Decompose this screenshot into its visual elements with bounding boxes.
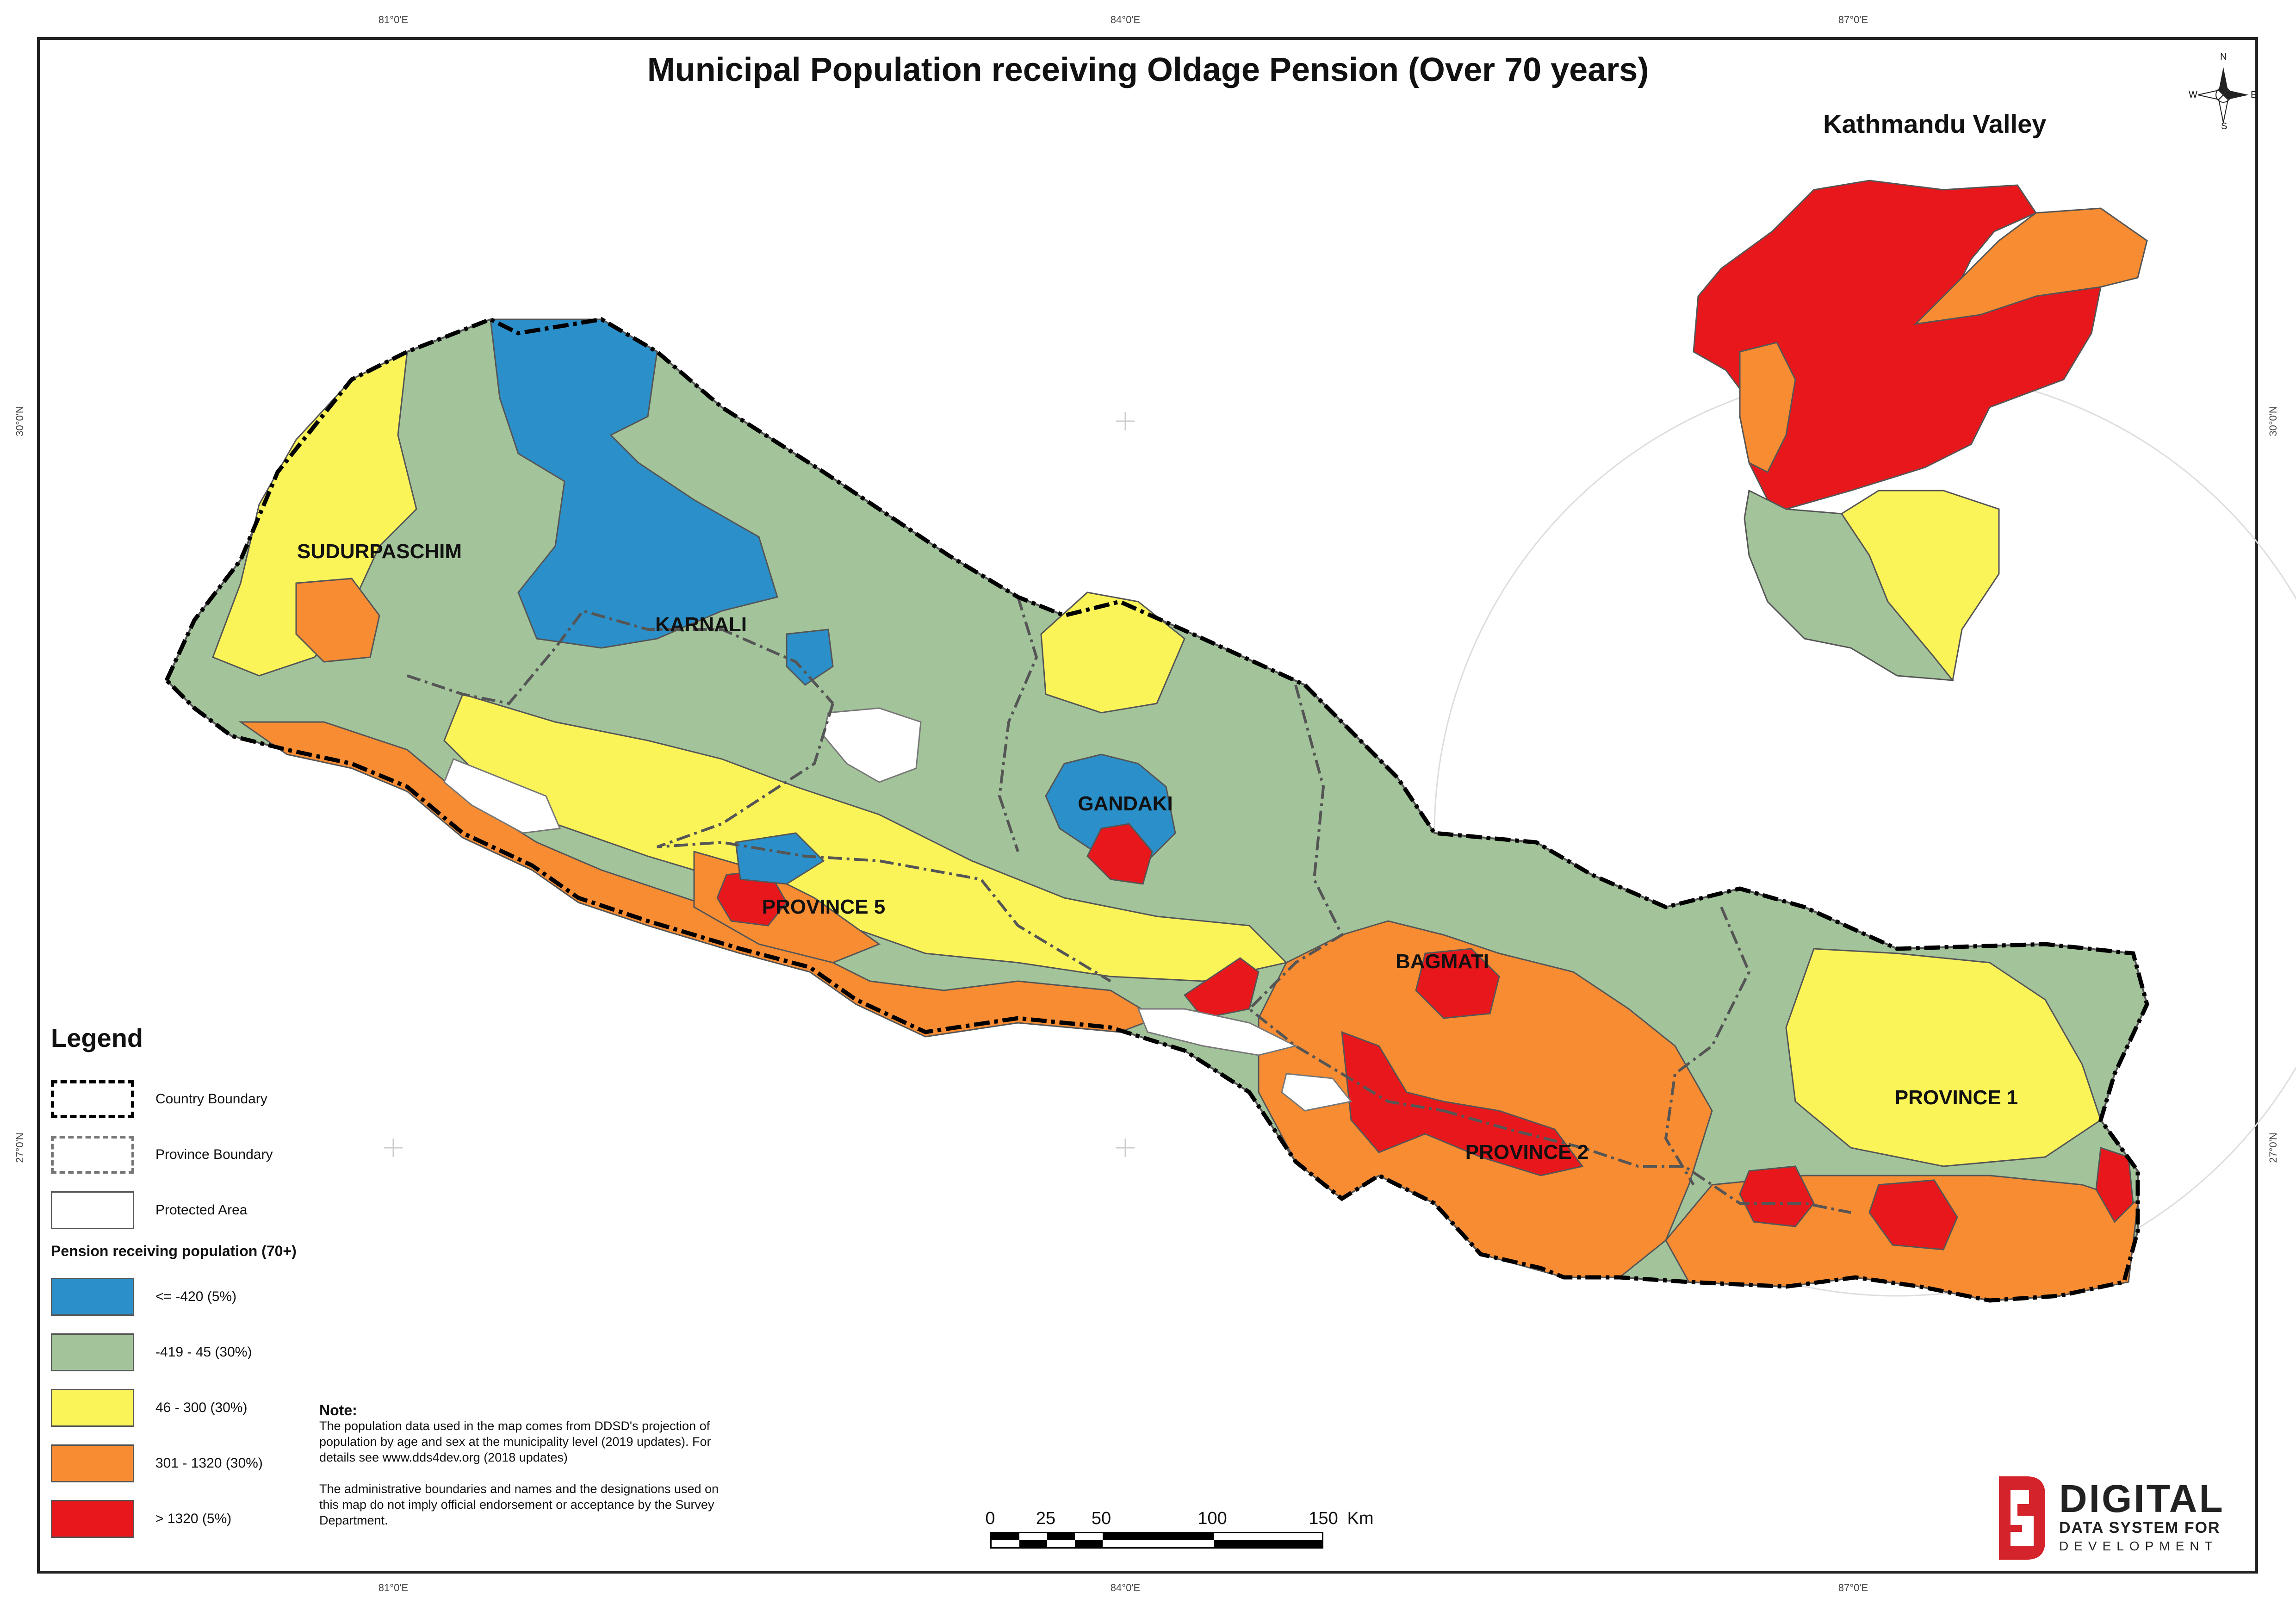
legend-swatch-class-1 bbox=[51, 1278, 134, 1316]
protected-area-chitwan bbox=[1137, 1008, 1298, 1056]
province1-red-east bbox=[1868, 1179, 1958, 1251]
inset-yellow bbox=[1840, 490, 2000, 682]
legend-label-country-boundary: Country Boundary bbox=[155, 1091, 267, 1107]
grid-label-top-84e: 84°0'E bbox=[1110, 14, 1141, 25]
inset-orange-ne bbox=[1913, 207, 2148, 325]
map-title: Municipal Population receiving Oldage Pe… bbox=[647, 51, 1649, 88]
legend-swatch-class-4 bbox=[51, 1444, 134, 1482]
grid-label-top-81e: 81°0'E bbox=[378, 14, 409, 25]
scale-bar-graphic bbox=[990, 1532, 1323, 1549]
inset-title: Kathmandu Valley bbox=[1823, 109, 2047, 138]
province1-yellow bbox=[1785, 948, 2102, 1167]
legend-swatch-country-boundary bbox=[51, 1080, 134, 1118]
scale-bar: 0 25 50 100 150 Km bbox=[985, 1509, 1374, 1549]
province-boundaries bbox=[407, 597, 1851, 1214]
compass-west: W bbox=[2189, 90, 2197, 100]
protected-area-dhorpatan bbox=[823, 707, 922, 783]
legend-row-class-4: 301 - 1320 (30%) bbox=[51, 1436, 467, 1491]
legend-label-class-1: <= -420 (5%) bbox=[155, 1289, 237, 1304]
region-label-province-1: PROVINCE 1 bbox=[1894, 1086, 2018, 1109]
legend-row-class-5: > 1320 (5%) bbox=[51, 1491, 467, 1547]
scale-unit: Km bbox=[1347, 1509, 1374, 1528]
north-arrow: N S W E bbox=[2189, 51, 2258, 131]
inset-orange-w bbox=[1739, 342, 1796, 473]
legend-row-class-3: 46 - 300 (30%) bbox=[51, 1380, 467, 1436]
compass-south: S bbox=[2221, 121, 2228, 131]
region-label-sudurpaschim: SUDURPASCHIM bbox=[297, 540, 462, 563]
legend-swatch-class-2 bbox=[51, 1333, 134, 1371]
protected-area-parsa bbox=[1281, 1073, 1353, 1112]
legend-row-province-boundary: Province Boundary bbox=[51, 1127, 467, 1182]
dds-logo-icon bbox=[1999, 1476, 2045, 1560]
region-label-karnali: KARNALI bbox=[655, 613, 747, 636]
legend-row-class-1: <= -420 (5%) bbox=[51, 1269, 467, 1325]
map-note: Note: The population data used in the ma… bbox=[319, 1402, 736, 1544]
legend-row-country-boundary: Country Boundary bbox=[51, 1071, 467, 1127]
inset-red bbox=[1693, 180, 2102, 510]
legend-label-province-boundary: Province Boundary bbox=[155, 1147, 273, 1162]
note-paragraph-data-source: The population data used in the map come… bbox=[319, 1419, 711, 1464]
province2-red bbox=[1341, 1031, 1584, 1176]
grid-label-bottom-84e: 84°0'E bbox=[1110, 1582, 1141, 1593]
compass-north: N bbox=[2220, 52, 2227, 62]
karnali-blue-cluster bbox=[490, 318, 778, 649]
kathmandu-valley-inset bbox=[1693, 180, 2148, 682]
grid-label-bottom-87e: 87°0'E bbox=[1838, 1582, 1868, 1593]
legend-row-protected-area: Protected Area bbox=[51, 1182, 467, 1238]
protected-area-shuklaphanta bbox=[443, 758, 561, 834]
legend-swatch-province-boundary bbox=[51, 1136, 134, 1174]
compass-rose-icon bbox=[2197, 67, 2249, 123]
scale-tick-150: 150 bbox=[1309, 1509, 1338, 1528]
legend-label-class-5: > 1320 (5%) bbox=[155, 1511, 232, 1526]
province1-red-border bbox=[2095, 1146, 2134, 1223]
logo-line-2: DATA SYSTEM FOR bbox=[2059, 1519, 2221, 1537]
karnali-blue-east bbox=[786, 628, 834, 686]
province5-blue bbox=[735, 832, 825, 885]
legend-label-class-2: -419 - 45 (30%) bbox=[155, 1344, 252, 1360]
legend-row-class-2: -419 - 45 (30%) bbox=[51, 1325, 467, 1380]
legend-title: Legend bbox=[51, 1023, 143, 1052]
gandaki-red bbox=[1086, 823, 1153, 885]
scale-tick-0: 0 bbox=[985, 1509, 995, 1528]
legend-classes-title: Pension receiving population (70+) bbox=[51, 1243, 297, 1259]
gandaki-yellow bbox=[1040, 591, 1185, 714]
note-paragraph-disclaimer: The administrative boundaries and names … bbox=[319, 1482, 719, 1527]
grid-label-top-87e: 87°0'E bbox=[1838, 14, 1868, 25]
region-label-province-2: PROVINCE 2 bbox=[1465, 1141, 1589, 1164]
map-frame bbox=[37, 37, 2258, 1574]
scale-bar-ticks: 0 25 50 100 150 Km bbox=[985, 1509, 1373, 1532]
region-label-bagmati: BAGMATI bbox=[1395, 950, 1489, 973]
graticule-crosses bbox=[384, 412, 1135, 1157]
gandaki-blue bbox=[1045, 753, 1176, 862]
compass-east: E bbox=[2251, 90, 2257, 100]
scale-tick-100: 100 bbox=[1198, 1509, 1227, 1528]
bagmati-red bbox=[1415, 948, 1500, 1019]
legend-label-protected-area: Protected Area bbox=[155, 1202, 248, 1218]
country-boundary bbox=[164, 317, 2149, 1303]
legend-swatch-protected-area bbox=[51, 1191, 134, 1229]
dds4dev-logo: DIGITAL DATA SYSTEM FOR DEVELOPMENT bbox=[1990, 1472, 2249, 1564]
legend: Legend Country Boundary Province Boundar… bbox=[51, 1023, 467, 1547]
region-label-province-5: PROVINCE 5 bbox=[762, 896, 886, 918]
legend-label-class-3: 46 - 300 (30%) bbox=[155, 1400, 248, 1415]
province1-red-west bbox=[1739, 1165, 1815, 1227]
logo-line-3: DEVELOPMENT bbox=[2059, 1539, 2218, 1553]
logo-line-1: DIGITAL bbox=[2059, 1477, 2225, 1520]
scale-tick-50: 50 bbox=[1091, 1509, 1111, 1528]
legend-swatch-class-5 bbox=[51, 1500, 134, 1538]
legend-label-class-4: 301 - 1320 (30%) bbox=[155, 1456, 263, 1471]
scale-tick-25: 25 bbox=[1036, 1509, 1056, 1528]
legend-swatch-class-3 bbox=[51, 1389, 134, 1427]
note-heading: Note: bbox=[319, 1402, 357, 1419]
grid-label-bottom-81e: 81°0'E bbox=[378, 1582, 409, 1593]
region-label-gandaki: GANDAKI bbox=[1078, 792, 1173, 815]
sudurpaschim-orange bbox=[295, 578, 380, 663]
